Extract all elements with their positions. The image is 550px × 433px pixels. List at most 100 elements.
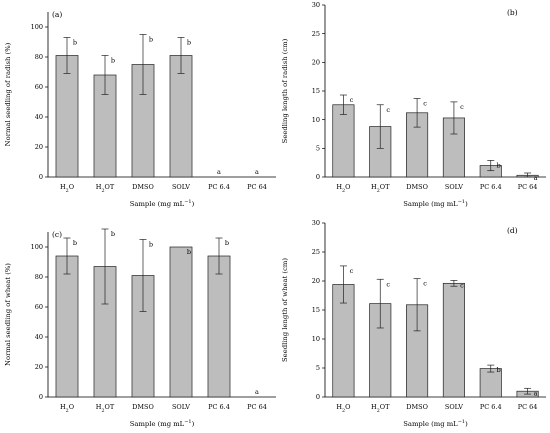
panel-b: 0 5 10 15 20 25 30 c H2O c H2OT c DMSO c SOLV b PC 6.4 aP… bbox=[281, 1, 546, 208]
bar bbox=[55, 255, 79, 398]
significance-letter: a bbox=[217, 168, 221, 176]
x-tick-label: DMSO bbox=[406, 183, 428, 191]
x-tick-label: PC 6.4 bbox=[480, 403, 502, 411]
y-axis-title: Seedling length of radish (cm) bbox=[281, 38, 289, 143]
x-tick-label: PC 6.4 bbox=[208, 403, 230, 411]
x-tick-label: DMSO bbox=[132, 403, 154, 411]
panel-d: 0 5 10 15 20 25 30 c H2O c H2OT c DMSO c SOLV b PC 6.4 aP… bbox=[281, 219, 546, 428]
significance-letter: c bbox=[423, 280, 427, 288]
y-tick-label: 5 bbox=[316, 364, 320, 372]
y-tick-label: 100 bbox=[31, 23, 43, 31]
x-tick-label: PC 6.4 bbox=[208, 183, 230, 191]
y-tick-label: 10 bbox=[312, 335, 320, 343]
bar bbox=[207, 255, 231, 398]
y-tick-label: 20 bbox=[312, 59, 320, 67]
y-axis-title: Normal seedling of radish (%) bbox=[4, 42, 12, 146]
significance-letter: a bbox=[534, 174, 538, 182]
significance-letter: b bbox=[73, 239, 77, 247]
significance-letter: b bbox=[497, 366, 501, 374]
significance-letter: b bbox=[149, 36, 153, 44]
y-tick-label: 15 bbox=[312, 87, 320, 95]
x-tick-label: H2O bbox=[336, 403, 350, 414]
x-tick-label: SOLV bbox=[445, 403, 463, 411]
panel-label: (c) bbox=[52, 230, 62, 239]
significance-letter: b bbox=[187, 248, 191, 256]
y-tick-label: 0 bbox=[39, 173, 43, 181]
significance-letter: a bbox=[255, 388, 259, 396]
y-tick-label: 40 bbox=[35, 113, 43, 121]
x-axis-title: Sample (mg mL−1) bbox=[130, 199, 195, 208]
x-tick-label: H2OT bbox=[371, 183, 390, 194]
significance-letter: b bbox=[149, 241, 153, 249]
significance-letter: b bbox=[497, 161, 501, 169]
y-tick-label: 20 bbox=[35, 363, 43, 371]
y-tick-label: 10 bbox=[312, 116, 320, 124]
x-tick-label: PC 64 bbox=[247, 183, 267, 191]
bar bbox=[169, 246, 193, 398]
y-tick-label: 20 bbox=[35, 143, 43, 151]
x-tick-label: H2OT bbox=[371, 403, 390, 414]
x-tick-label: PC 64 bbox=[247, 403, 267, 411]
y-tick-label: 40 bbox=[35, 333, 43, 341]
x-axis-title: Sample (mg mL−1) bbox=[403, 199, 468, 208]
significance-letter: c bbox=[423, 99, 427, 107]
axis-lines bbox=[324, 223, 546, 398]
x-tick-label: H2OT bbox=[96, 183, 115, 194]
y-tick-label: 80 bbox=[35, 53, 43, 61]
significance-letter: c bbox=[350, 96, 354, 104]
significance-letter: a bbox=[534, 389, 538, 397]
significance-letter: c bbox=[460, 281, 464, 289]
y-axis-title: Seedling length of wheat (cm) bbox=[281, 258, 289, 362]
y-tick-label: 100 bbox=[31, 243, 43, 251]
x-tick-label: PC 64 bbox=[518, 183, 538, 191]
significance-letter: b bbox=[111, 57, 115, 65]
x-tick-label: H2O bbox=[336, 183, 350, 194]
significance-letter: c bbox=[386, 280, 390, 288]
significance-letter: c bbox=[386, 106, 390, 114]
y-tick-label: 80 bbox=[35, 273, 43, 281]
x-tick-label: H2O bbox=[60, 183, 74, 194]
y-tick-label: 15 bbox=[312, 306, 320, 314]
panel-label: (b) bbox=[507, 8, 518, 17]
x-tick-label: PC 6.4 bbox=[480, 183, 502, 191]
significance-letter: c bbox=[460, 103, 464, 111]
y-tick-label: 0 bbox=[316, 173, 320, 181]
panel-label: (d) bbox=[507, 226, 518, 235]
x-tick-label: PC 64 bbox=[518, 403, 538, 411]
y-tick-label: 5 bbox=[316, 145, 320, 153]
panel-label: (a) bbox=[52, 10, 62, 19]
y-tick-label: 20 bbox=[312, 277, 320, 285]
y-tick-label: 0 bbox=[39, 393, 43, 401]
y-axis-title: Normal seedling of wheat (%) bbox=[4, 263, 12, 366]
y-tick-label: 60 bbox=[35, 303, 43, 311]
bar bbox=[442, 282, 465, 398]
axis-lines bbox=[47, 232, 276, 398]
panel-c: 0 20 40 60 80 100 b H2O b H2OT b DMSO b SOLV b PC 6.4 aP… bbox=[4, 228, 276, 428]
y-tick-label: 30 bbox=[312, 219, 320, 227]
x-tick-label: DMSO bbox=[132, 183, 154, 191]
significance-letter: c bbox=[350, 267, 354, 275]
x-tick-label: H2OT bbox=[96, 403, 115, 414]
y-tick-label: 25 bbox=[312, 30, 320, 38]
bar bbox=[332, 104, 355, 178]
significance-letter: b bbox=[187, 39, 191, 47]
significance-letter: b bbox=[111, 230, 115, 238]
significance-letter: b bbox=[73, 39, 77, 47]
x-axis-title: Sample (mg mL−1) bbox=[130, 419, 195, 428]
x-axis-title: Sample (mg mL−1) bbox=[403, 419, 468, 428]
y-tick-label: 0 bbox=[316, 393, 320, 401]
axis-lines bbox=[324, 5, 546, 178]
y-tick-label: 60 bbox=[35, 83, 43, 91]
significance-letter: a bbox=[255, 168, 259, 176]
x-tick-label: H2O bbox=[60, 403, 74, 414]
x-tick-label: DMSO bbox=[406, 403, 428, 411]
y-tick-label: 30 bbox=[312, 1, 320, 9]
y-tick-label: 25 bbox=[312, 248, 320, 256]
x-tick-label: SOLV bbox=[172, 183, 190, 191]
axis-lines bbox=[47, 12, 276, 178]
x-tick-label: SOLV bbox=[445, 183, 463, 191]
x-tick-label: SOLV bbox=[172, 403, 190, 411]
significance-letter: b bbox=[225, 239, 229, 247]
